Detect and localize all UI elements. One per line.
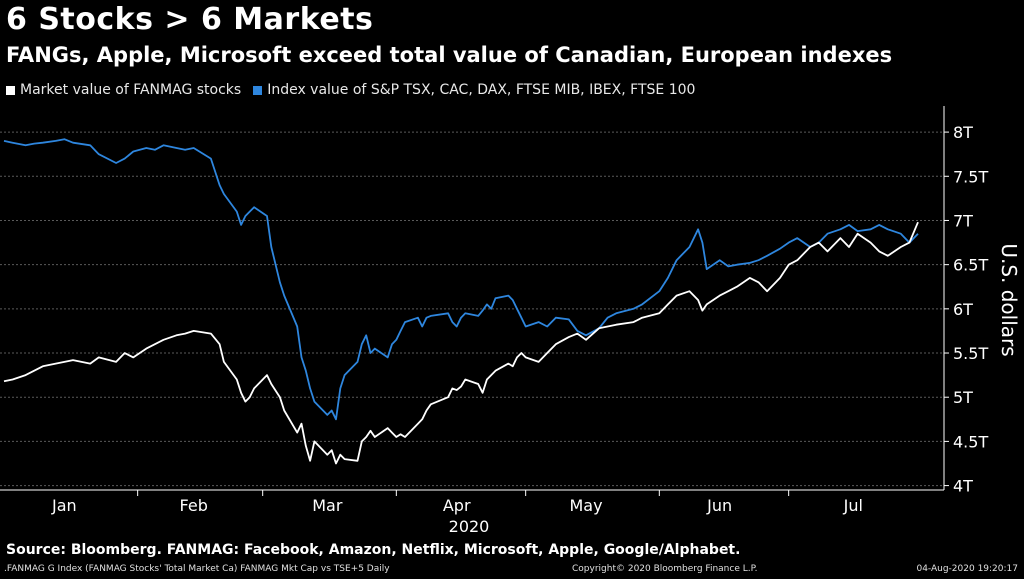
legend-item-fanmag: Market value of FANMAG stocks <box>6 82 241 98</box>
chart-subtitle: FANGs, Apple, Microsoft exceed total val… <box>6 43 893 67</box>
timestamp: 04-Aug-2020 19:20:17 <box>916 564 1018 574</box>
legend-label-fanmag: Market value of FANMAG stocks <box>20 82 242 98</box>
legend-swatch-index <box>253 85 263 95</box>
y-axis-title: U.S. dollars <box>997 243 1021 356</box>
x-tick-label: Jun <box>706 496 732 515</box>
legend-swatch-fanmag <box>6 85 15 95</box>
x-tick-label: May <box>569 496 602 515</box>
legend-label-index: Index value of S&P TSX, CAC, DAX, FTSE M… <box>267 82 696 98</box>
y-tick-label: 5.5T <box>953 344 988 363</box>
source-note: Source: Bloomberg. FANMAG: Facebook, Ama… <box>6 542 741 558</box>
x-axis-label: 2020 <box>449 517 490 536</box>
y-tick-label: 8T <box>953 123 973 142</box>
y-tick-label: 6T <box>953 300 973 319</box>
index-note: .FANMAG G Index (FANMAG Stocks' Total Ma… <box>4 564 390 574</box>
footer-bar: .FANMAG G Index (FANMAG Stocks' Total Ma… <box>0 564 1024 579</box>
y-tick-label: 4T <box>953 477 973 496</box>
x-tick-label: Jan <box>51 496 77 515</box>
chart-title: 6 Stocks > 6 Markets <box>6 2 374 37</box>
copyright-note: Copyright© 2020 Bloomberg Finance L.P. <box>572 564 758 574</box>
y-tick-label: 5T <box>953 388 973 407</box>
legend-item-index: Index value of S&P TSX, CAC, DAX, FTSE M… <box>253 82 695 98</box>
series-line-fanmag <box>3 221 919 465</box>
y-tick-label: 6.5T <box>953 256 988 275</box>
y-tick-label: 7.5T <box>953 167 988 186</box>
x-tick-label: Apr <box>443 496 471 515</box>
y-tick-label: 4.5T <box>953 432 988 451</box>
x-tick-label: Mar <box>312 496 343 515</box>
legend: Market value of FANMAG stocks Index valu… <box>6 82 707 98</box>
x-tick-label: Feb <box>180 496 208 515</box>
y-tick-label: 7T <box>953 211 973 230</box>
x-tick-label: Jul <box>843 496 863 515</box>
series-line-index <box>3 138 919 421</box>
